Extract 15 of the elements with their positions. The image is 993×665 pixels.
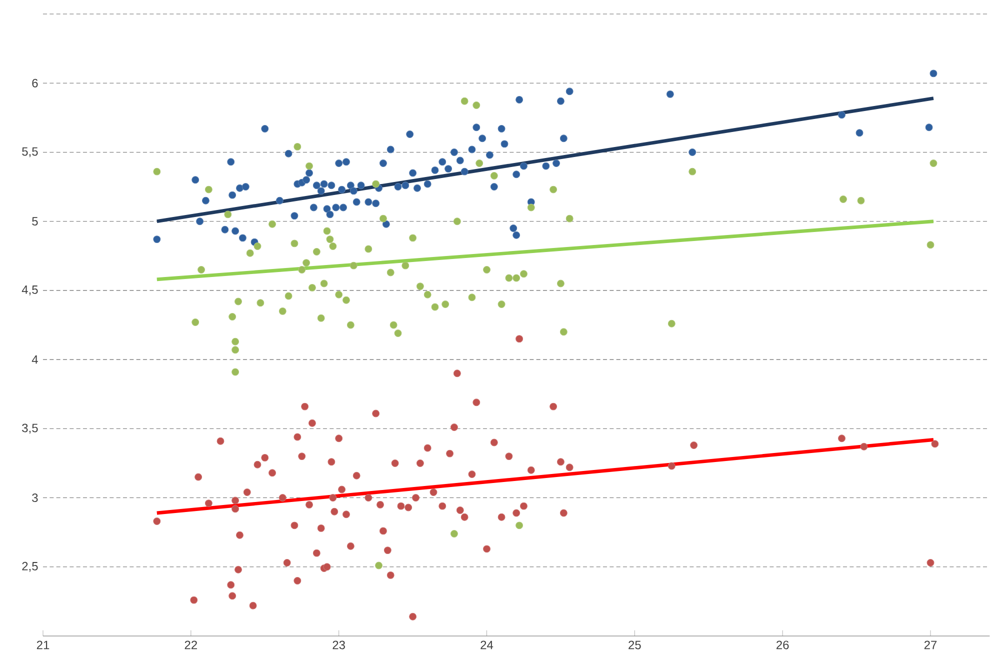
y-tick-label: 4,5 bbox=[22, 286, 38, 296]
y-tick-label: 3 bbox=[32, 494, 38, 502]
x-tick-label: 21 bbox=[36, 640, 50, 650]
y-tick-label: 2,5 bbox=[22, 562, 38, 572]
y-tick-label: 3,5 bbox=[22, 424, 38, 434]
y-tick-label: 6 bbox=[32, 78, 38, 88]
y-tick-label: 4 bbox=[32, 355, 38, 364]
x-tick-label: 22 bbox=[184, 640, 197, 650]
x-tick-label: 23 bbox=[332, 640, 345, 650]
y-tick-label: 5 bbox=[32, 217, 38, 226]
x-tick-label: 24 bbox=[480, 640, 494, 650]
x-tick-label: 27 bbox=[924, 640, 937, 650]
x-tick-label: 25 bbox=[628, 640, 641, 650]
y-tick-label: 5,5 bbox=[22, 147, 38, 158]
x-tick-label: 26 bbox=[776, 640, 789, 650]
